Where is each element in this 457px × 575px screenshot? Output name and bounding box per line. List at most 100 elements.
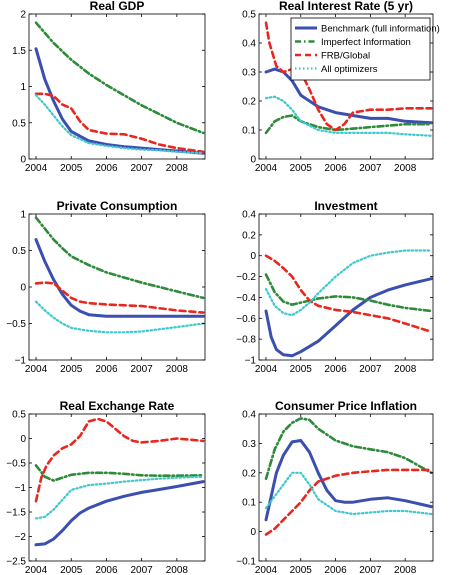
plot-area: 0 0.5 1 1.5 2 2004 2005 2006 2007 2008 (12, 10, 206, 174)
x-tick-label: 2007 (359, 364, 382, 375)
series-line-imperfect (34, 21, 205, 135)
x-tick-label: 2006 (324, 163, 347, 174)
x-tick-label: 2008 (166, 364, 189, 375)
series-line-benchmark (264, 277, 433, 358)
series-line-benchmark (264, 439, 433, 522)
plot-area: −0.1 0 0.1 0.2 0.3 0.4 2004 2005 2006 2007 2008 (236, 410, 434, 575)
series-line-optimizers (264, 471, 433, 516)
x-tick-label: 2008 (394, 565, 417, 575)
y-tick-label: −1 (15, 356, 27, 367)
x-tick-label: 2004 (255, 163, 278, 174)
x-tick-label: 2006 (324, 565, 347, 575)
y-tick-label: −1.5 (6, 508, 26, 519)
x-tick-label: 2005 (60, 163, 83, 174)
legend-label: Benchmark (full information) (321, 24, 440, 35)
series-group (34, 417, 205, 547)
y-tick-label: 0 (20, 155, 26, 166)
legend-label: Imperfect Information (321, 37, 411, 48)
y-tick-label: 0.1 (242, 126, 256, 137)
y-tick-label: 2 (20, 10, 26, 21)
x-tick-label: 2005 (60, 565, 83, 575)
x-tick-label: 2007 (131, 364, 154, 375)
y-tick-label: 0.4 (242, 39, 256, 50)
y-tick-label: −0.6 (236, 314, 256, 325)
x-tick-label: 2007 (359, 565, 382, 575)
y-tick-label: −0.2 (236, 272, 256, 283)
y-tick-label: 0.5 (12, 118, 26, 129)
x-tick-label: 2006 (95, 364, 118, 375)
y-tick-label: 0.5 (242, 10, 256, 21)
y-tick-label: 0.3 (242, 68, 256, 79)
y-tick-label: 0.2 (242, 230, 256, 241)
y-tick-label: 1 (20, 210, 26, 221)
legend-label: FRB/Global (321, 51, 370, 62)
legend-entry-benchmark: Benchmark (full information) (295, 24, 440, 35)
y-tick-label: 0 (250, 527, 256, 538)
y-tick-label: 0.2 (242, 468, 256, 479)
panel-real-exchange-rate: Real Exchange Rate −2.5 −2 −1.5 −1 −0.5 0 0.5 2… (6, 399, 206, 575)
plot-area: −1 −0.5 0 0.5 1 2004 2005 2006 2007 2008 (6, 210, 206, 375)
axes-box (258, 13, 434, 160)
x-tick-label: 2004 (255, 565, 278, 575)
series-line-optimizers (34, 300, 205, 334)
series-line-imperfect (34, 464, 205, 482)
x-tick-label: 2004 (255, 364, 278, 375)
x-tick-label: 2005 (290, 163, 313, 174)
series-group (264, 417, 433, 536)
series-line-imperfect (264, 273, 433, 313)
y-tick-label: 0.3 (242, 439, 256, 450)
series-group (264, 21, 433, 137)
y-tick-label: −0.4 (236, 293, 256, 304)
x-tick-label: 2008 (166, 565, 189, 575)
panel-private-consumption: Private Consumption −1 −0.5 0 0.5 1 2004 2005 2… (6, 199, 206, 375)
y-tick-label: −1 (15, 483, 27, 494)
x-tick-label: 2008 (166, 163, 189, 174)
x-tick-label: 2004 (25, 163, 48, 174)
y-tick-label: 0.5 (12, 410, 26, 421)
series-group (34, 216, 205, 334)
series-group (264, 249, 433, 358)
x-tick-label: 2006 (324, 364, 347, 375)
y-tick-label: −2 (15, 532, 27, 543)
x-tick-label: 2007 (359, 163, 382, 174)
y-tick-label: 0 (250, 251, 256, 262)
panel-real-gdp: Real GDP 0 0.5 1 1.5 2 2004 2005 2006 2007 2008 (12, 0, 206, 174)
series-line-frb (34, 281, 205, 314)
x-tick-label: 2005 (60, 364, 83, 375)
series-line-frb (264, 21, 433, 132)
plot-area: −2.5 −2 −1.5 −1 −0.5 0 0.5 2004 2005 2006 2007 2008 (6, 410, 206, 575)
x-tick-label: 2007 (131, 163, 154, 174)
series-line-benchmark (34, 480, 205, 547)
y-tick-label: −0.5 (6, 319, 26, 330)
y-tick-label: −0.1 (236, 557, 256, 568)
legend-entry-frb: FRB/Global (295, 51, 370, 62)
x-tick-label: 2007 (131, 565, 154, 575)
axes-box (258, 213, 434, 361)
y-tick-label: −1 (245, 356, 257, 367)
y-tick-label: 0.4 (242, 410, 256, 421)
y-tick-label: 1.5 (12, 46, 26, 57)
y-tick-label: 0.4 (242, 210, 256, 221)
series-line-optimizers (264, 95, 433, 137)
x-tick-label: 2004 (25, 565, 48, 575)
y-tick-label: 0.1 (242, 498, 256, 509)
plot-area: 0 0.1 0.2 0.3 0.4 0.5 2004 2005 2006 2007 2008 (242, 10, 434, 174)
y-tick-label: 0.5 (12, 246, 26, 257)
legend-entry-imperfect: Imperfect Information (295, 37, 411, 48)
series-line-frb (264, 254, 433, 334)
series-line-benchmark (34, 238, 205, 318)
panel-title: Real Exchange Rate (60, 399, 175, 413)
x-tick-label: 2008 (394, 163, 417, 174)
x-tick-label: 2008 (394, 364, 417, 375)
y-tick-label: 0.2 (242, 97, 256, 108)
series-line-optimizers (34, 475, 205, 520)
panel-investment: Investment −1 −0.8 −0.6 −0.4 −0.2 0 0.2 0.4 2004… (236, 199, 434, 375)
series-line-imperfect (34, 216, 205, 300)
panel-title: Real Interest Rate (5 yr) (279, 0, 413, 13)
x-tick-label: 2004 (25, 364, 48, 375)
y-tick-label: 0 (20, 434, 26, 445)
series-group (34, 21, 205, 155)
y-tick-label: 0 (20, 283, 26, 294)
